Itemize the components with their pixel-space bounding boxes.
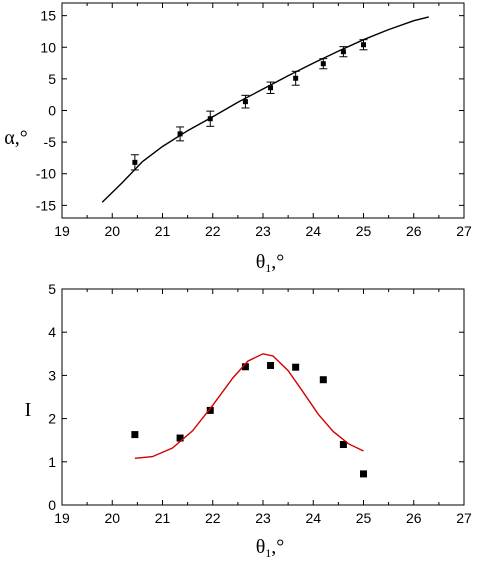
chart1-data-point bbox=[320, 61, 326, 67]
chart2-x-axis-title: θ1,° bbox=[256, 536, 285, 560]
chart2-y-tick-label: 2 bbox=[48, 411, 56, 427]
chart2-data-point bbox=[292, 363, 300, 371]
chart1-x-tick-label: 24 bbox=[305, 223, 321, 239]
chart2-data-point bbox=[206, 406, 214, 414]
chart1-y-tick-label: 5 bbox=[48, 71, 56, 87]
chart2-y-tick-label: 4 bbox=[48, 324, 56, 340]
chart1-y-tick-label: -15 bbox=[36, 197, 56, 213]
chart1-data-point bbox=[268, 85, 274, 91]
chart2-data-point bbox=[319, 376, 327, 384]
chart2-y-axis-title: I bbox=[25, 399, 32, 421]
chart1-data-point bbox=[132, 159, 138, 165]
chart2-y-tick-label: 0 bbox=[48, 497, 56, 513]
chart1-data-point bbox=[242, 99, 248, 105]
chart2-data-point bbox=[131, 431, 139, 439]
chart1-y-tick-label: 0 bbox=[48, 103, 56, 119]
chart1-y-tick-label: 15 bbox=[40, 8, 56, 24]
chart1-data-point bbox=[293, 75, 299, 81]
chart2-plot-frame bbox=[61, 288, 465, 506]
chart2-data-point bbox=[267, 361, 275, 369]
chart1-y-tick-label: 10 bbox=[40, 39, 56, 55]
chart1-y-axis-title: α,° bbox=[4, 127, 27, 149]
chart1-data-point bbox=[361, 42, 366, 48]
chart2-data-point bbox=[339, 441, 347, 449]
chart1-x-tick-label: 21 bbox=[155, 223, 171, 239]
chart1-plot-frame bbox=[61, 2, 465, 219]
chart2-data-point bbox=[360, 470, 367, 478]
chart2-y-tick-label: 1 bbox=[48, 454, 56, 470]
chart1-x-tick-label: 27 bbox=[456, 223, 472, 239]
chart2-data-point bbox=[176, 434, 184, 442]
chart1-x-tick-label: 20 bbox=[104, 223, 120, 239]
chart2-x-tick-label: 19 bbox=[54, 510, 70, 526]
chart1-x-tick-label: 22 bbox=[205, 223, 221, 239]
chart2-y-tick-label: 5 bbox=[48, 281, 56, 297]
chart1-y-tick-label: -10 bbox=[36, 166, 56, 182]
chart1: 19 20 21 22 23 24 25 26 27 -15 -10 -5 0 5 10 15 θ1,° α,° bbox=[4, 2, 472, 275]
chart2-x-tick-label: 25 bbox=[356, 510, 372, 526]
chart1-x-axis-title: θ1,° bbox=[256, 251, 285, 275]
chart2-fit-curve bbox=[134, 353, 364, 459]
chart1-x-tick-label: 23 bbox=[255, 223, 271, 239]
chart1-x-tick-label: 19 bbox=[54, 223, 70, 239]
chart2-x-tick-label: 21 bbox=[155, 510, 171, 526]
chart2-x-tick-label: 23 bbox=[255, 510, 271, 526]
chart1-fit-curve bbox=[101, 16, 429, 203]
chart2-x-tick-label: 24 bbox=[305, 510, 321, 526]
chart1-x-tick-label: 26 bbox=[406, 223, 422, 239]
chart1-x-tick-label: 25 bbox=[356, 223, 372, 239]
chart2-x-tick-label: 22 bbox=[205, 510, 221, 526]
chart2-y-tick-label: 3 bbox=[48, 367, 56, 383]
chart2-x-tick-label: 27 bbox=[456, 510, 472, 526]
chart1-y-tick-label: -5 bbox=[44, 134, 57, 150]
chart1-data-point bbox=[177, 131, 183, 137]
chart1-data-point bbox=[340, 49, 346, 55]
chart2-x-tick-label: 20 bbox=[104, 510, 120, 526]
chart2-data-point bbox=[241, 363, 249, 371]
chart2-x-tick-label: 26 bbox=[406, 510, 422, 526]
